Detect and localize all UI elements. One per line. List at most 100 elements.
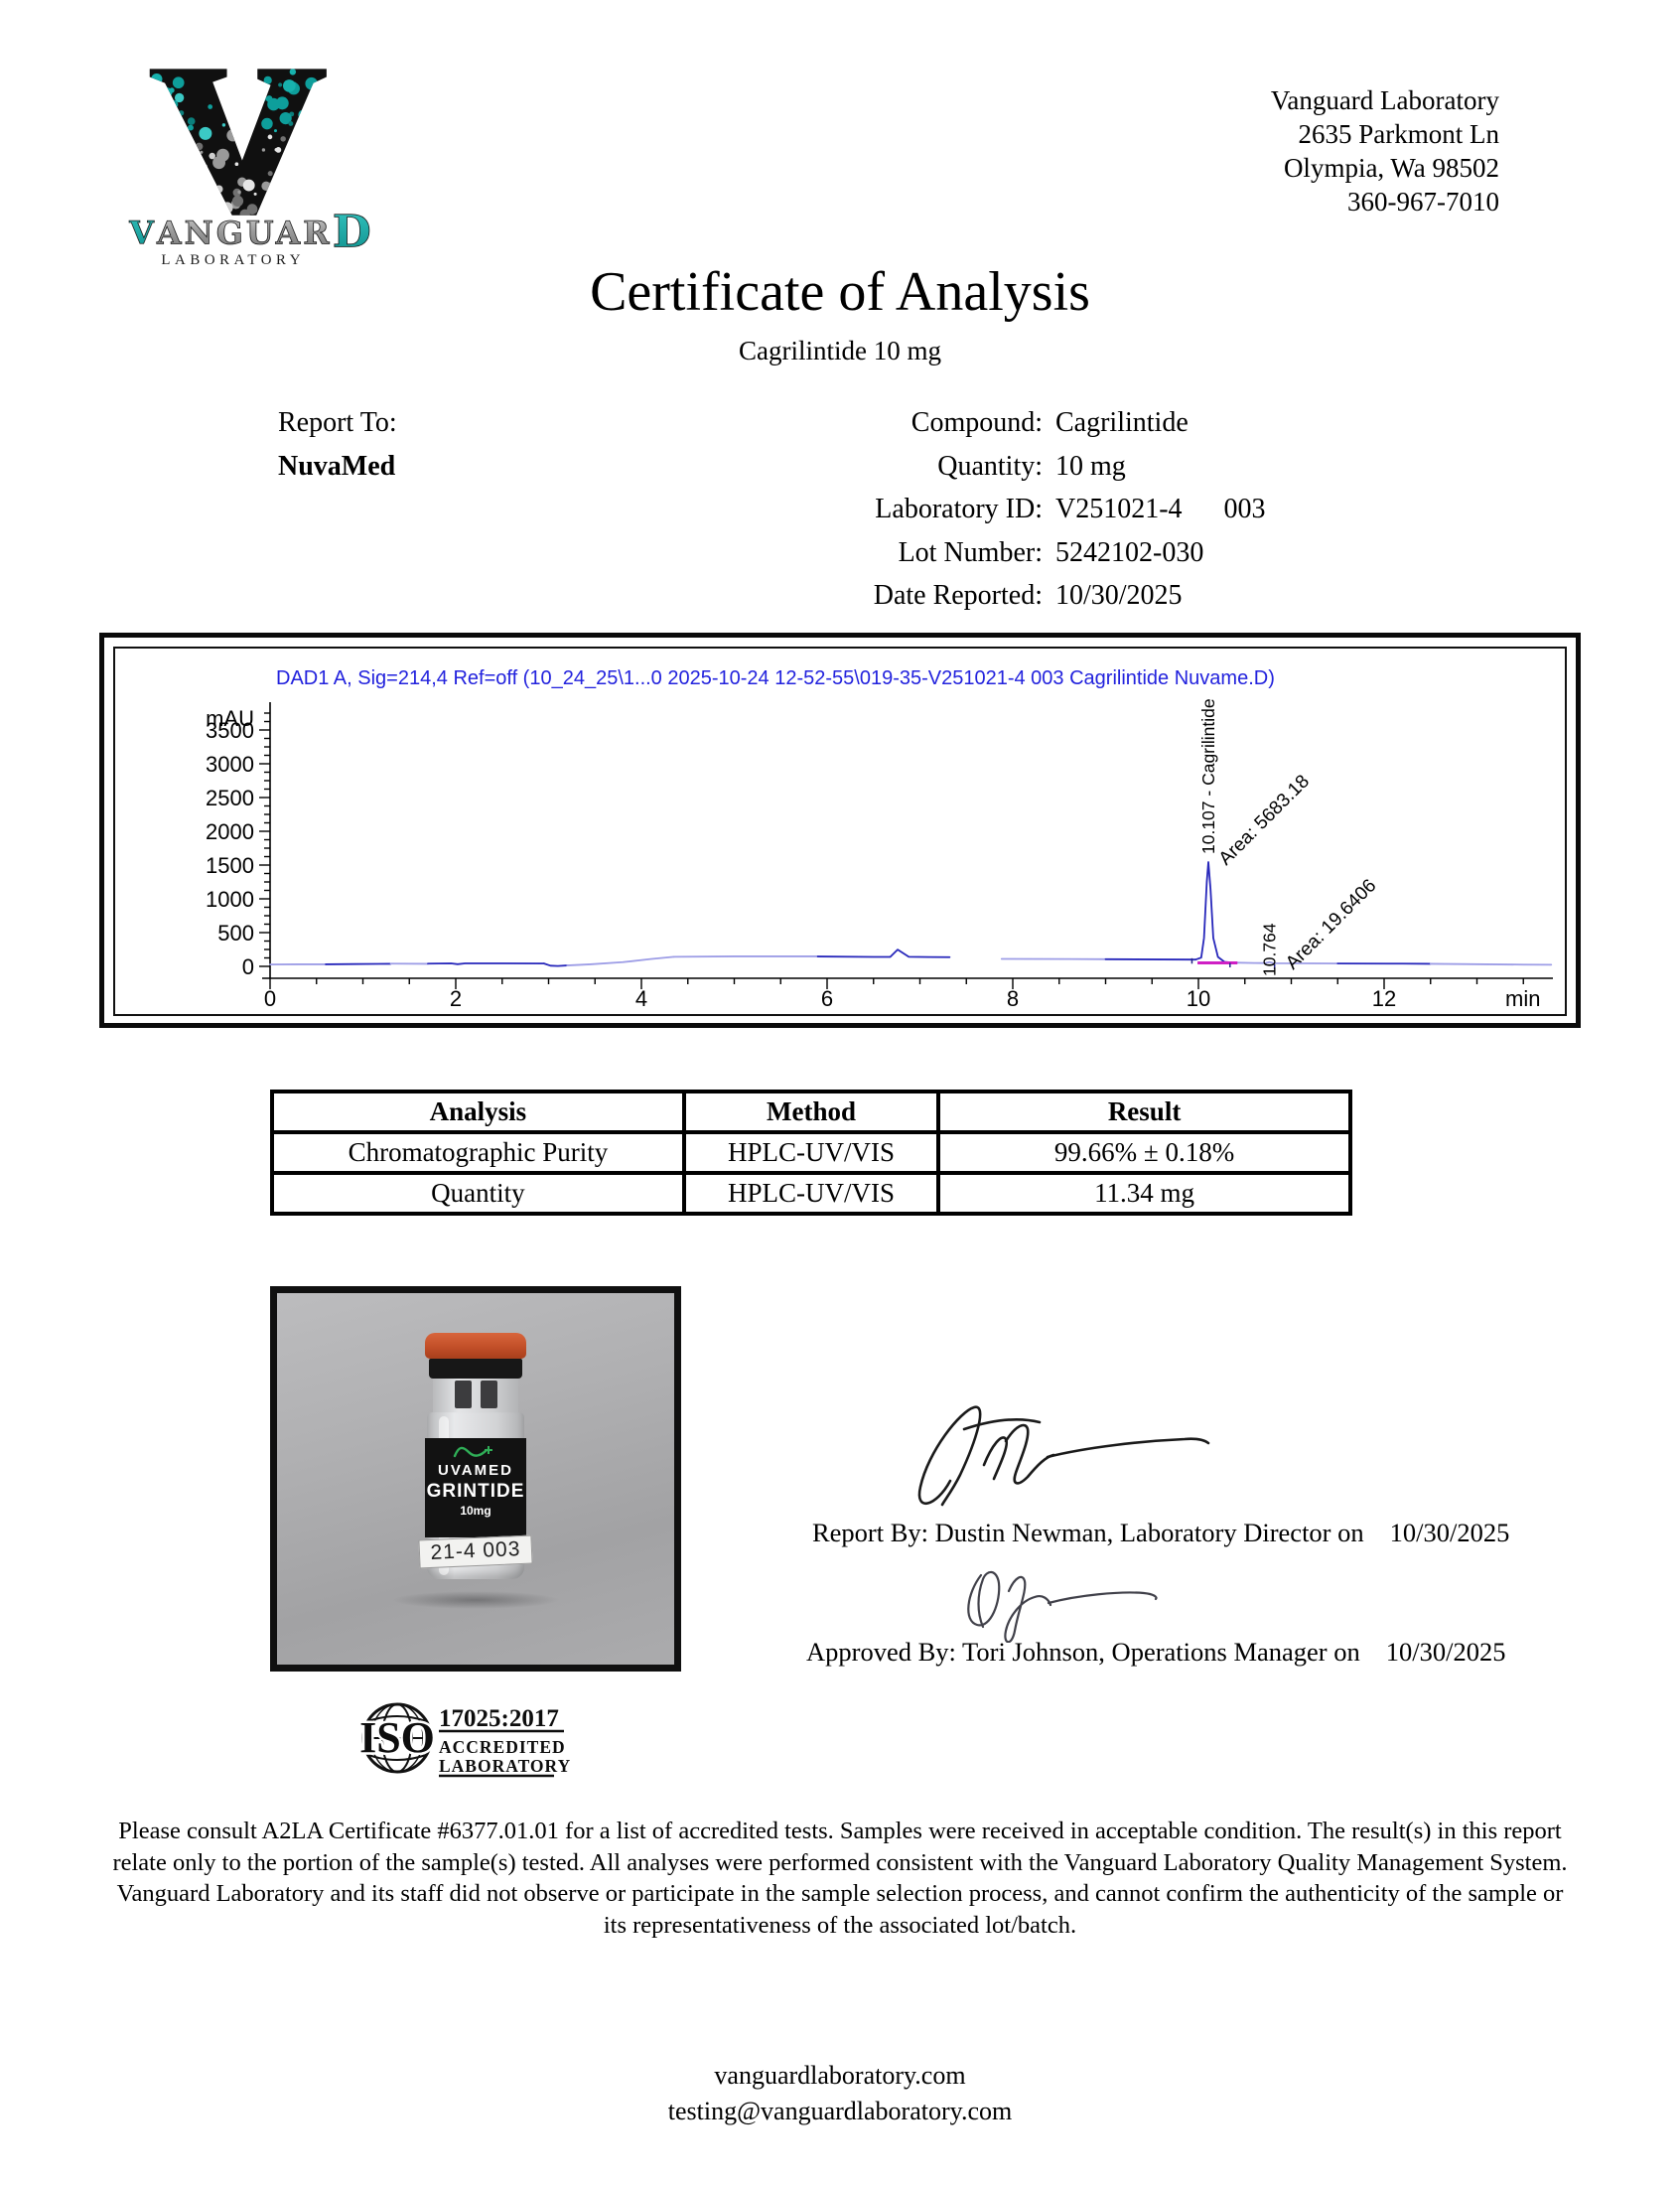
svg-text:2: 2 [450, 986, 462, 1010]
info-label: Compound: [910, 407, 1043, 438]
svg-text:12: 12 [1372, 986, 1396, 1010]
svg-text:10.764: 10.764 [1259, 923, 1279, 976]
approved-signature-scribble [967, 1570, 1158, 1643]
lab-address-block: Vanguard Laboratory 2635 Parkmont Ln Oly… [1271, 83, 1499, 218]
footer-email: testing@vanguardlaboratory.com [667, 2097, 1013, 2125]
cell-method: HPLC-UV/VIS [681, 1171, 941, 1216]
vial-neck [433, 1379, 518, 1412]
svg-text:DAD1 A, Sig=214,4 Ref=off (10_: DAD1 A, Sig=214,4 Ref=off (10_24_25\1...… [276, 667, 1275, 689]
vial-body: UVAMED GRINTIDE 10mg 21-4 003 [418, 1412, 533, 1579]
svg-text:3000: 3000 [206, 752, 254, 777]
iso-accreditation-badge: ISO 17025:2017 ACCREDITED LABORATORY [357, 1702, 571, 1778]
cell-result: 99.66% ± 0.18% [936, 1130, 1352, 1175]
table-header-row: Analysis Method Result [270, 1090, 1352, 1134]
cell-analysis: Quantity [270, 1171, 686, 1216]
svg-text:500: 500 [217, 921, 254, 946]
stopper-leg [455, 1381, 472, 1408]
vial-cap [425, 1333, 526, 1359]
disclaimer-text: Please consult A2LA Certificate #6377.01… [112, 1818, 1568, 1939]
svg-text:10: 10 [1187, 986, 1210, 1010]
chromatogram-plot: DAD1 A, Sig=214,4 Ref=off (10_24_25\1...… [206, 667, 1553, 1011]
report-by-text: Report By: Dustin Newman, Laboratory Dir… [812, 1518, 1364, 1547]
svg-text:0: 0 [264, 986, 276, 1010]
vial-cap-band [429, 1359, 522, 1379]
cell-method: HPLC-UV/VIS [681, 1130, 941, 1175]
vial-brand-text: UVAMED [438, 1462, 513, 1479]
report-to-block: Report To: NuvaMed [278, 401, 397, 489]
chromatogram-frame: DAD1 A, Sig=214,4 Ref=off (10_24_25\1...… [113, 647, 1567, 1016]
footer-website: vanguardlaboratory.com [714, 2061, 966, 2090]
iso-text: ISO [359, 1713, 435, 1762]
info-row-lot-number: Lot Number: 5242102-030 [655, 531, 1266, 575]
approved-by-line: Approved By: Tori Johnson, Operations Ma… [806, 1637, 1506, 1668]
info-value: 10/30/2025 [1055, 580, 1183, 611]
iso-accredited-label: ACCREDITED [439, 1737, 566, 1757]
cell-result: 11.34 mg [936, 1171, 1352, 1216]
approved-by-date: 10/30/2025 [1385, 1637, 1506, 1667]
cell-analysis: Chromatographic Purity [270, 1130, 686, 1175]
header-method: Method [681, 1090, 941, 1134]
svg-text:2500: 2500 [206, 786, 254, 810]
info-value: Cagrilintide [1055, 407, 1189, 438]
logo-wordmark: VANGUARD [128, 206, 374, 258]
info-label: Date Reported: [873, 580, 1043, 611]
stopper-leg [481, 1381, 497, 1408]
info-value: 10 mg [1055, 450, 1126, 482]
report-by-line: Report By: Dustin Newman, Laboratory Dir… [812, 1518, 1509, 1548]
info-label: Quantity: [937, 450, 1043, 482]
approved-by-text: Approved By: Tori Johnson, Operations Ma… [806, 1637, 1360, 1667]
iso-globe-icon [361, 1702, 433, 1774]
vial: UVAMED GRINTIDE 10mg 21-4 003 [418, 1333, 533, 1579]
info-label: Laboratory ID: [875, 494, 1043, 524]
svg-text:1000: 1000 [206, 887, 254, 912]
vial-photo: UVAMED GRINTIDE 10mg 21-4 003 [270, 1286, 681, 1672]
logo-sub-label: LABORATORY [161, 252, 305, 268]
vial-sticker: 21-4 003 [418, 1534, 533, 1569]
svg-text:1500: 1500 [206, 853, 254, 878]
table-row: Chromatographic Purity HPLC-UV/VIS 99.66… [270, 1130, 1352, 1175]
sample-info-list: Compound: Cagrilintide Quantity: 10 mg Lab… [655, 401, 1266, 618]
svg-text:8: 8 [1007, 986, 1019, 1010]
svg-text:Area: 5683.18: Area: 5683.18 [1215, 771, 1314, 869]
vial-strength-text: 10mg [460, 1504, 491, 1518]
svg-text:mAU: mAU [206, 706, 254, 731]
info-value: V251021-4 003 [1055, 494, 1266, 524]
report-to-label: Report To: [278, 407, 397, 438]
iso-laboratory-label: LABORATORY [439, 1756, 571, 1776]
vanguard-v-icon: VANGUARD LABORATORY [128, 69, 374, 268]
info-row-date-reported: Date Reported: 10/30/2025 [655, 574, 1266, 618]
report-to-value: NuvaMed [278, 451, 396, 482]
page-footer: vanguardlaboratory.com testing@vanguardl… [0, 2058, 1680, 2129]
header-result: Result [936, 1090, 1352, 1134]
address-city: Olympia, Wa 98502 [1283, 153, 1499, 183]
svg-text:0: 0 [242, 954, 254, 979]
address-phone: 360-967-7010 [1347, 187, 1499, 217]
address-company: Vanguard Laboratory [1270, 85, 1499, 115]
svg-text:3500: 3500 [206, 718, 254, 743]
svg-text:4: 4 [635, 986, 647, 1010]
info-label: Lot Number: [898, 536, 1043, 568]
info-row-compound: Compound: Cagrilintide [655, 401, 1266, 445]
address-street: 2635 Parkmont Ln [1298, 119, 1500, 149]
nuvamed-logo-icon [453, 1446, 492, 1458]
svg-text:2000: 2000 [206, 819, 254, 844]
results-table: Analysis Method Result Chromatographic P… [270, 1090, 1352, 1216]
certificate-subtitle: Cagrilintide 10 mg [739, 336, 941, 365]
svg-text:min: min [1505, 986, 1540, 1010]
svg-text:6: 6 [821, 986, 833, 1010]
info-value: 5242102-030 [1055, 536, 1204, 568]
table-row: Quantity HPLC-UV/VIS 11.34 mg [270, 1171, 1352, 1216]
info-row-laboratory-id: Laboratory ID: V251021-4 003 [655, 488, 1266, 531]
svg-text:10.107 - Cagrilintide: 10.107 - Cagrilintide [1198, 698, 1218, 854]
report-by-date: 10/30/2025 [1389, 1518, 1510, 1547]
info-row-quantity: Quantity: 10 mg [655, 445, 1266, 489]
certificate-title: Certificate of Analysis [590, 261, 1090, 323]
vial-shadow [391, 1591, 560, 1609]
header-analysis: Analysis [270, 1090, 686, 1134]
report-signature-scribble [917, 1405, 1210, 1507]
svg-text:Area: 19.6406: Area: 19.6406 [1282, 875, 1380, 973]
vial-product-text: GRINTIDE [426, 1481, 525, 1502]
vial-label: UVAMED GRINTIDE 10mg [425, 1438, 526, 1537]
lab-logo: VANGUARD LABORATORY [117, 55, 375, 268]
